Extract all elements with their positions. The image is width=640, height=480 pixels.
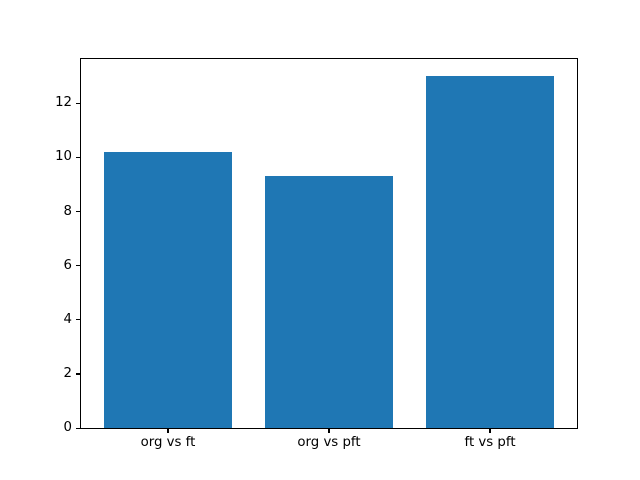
x-tick-mark xyxy=(328,429,330,434)
bar-org-vs-pft xyxy=(264,176,394,429)
y-tick-mark xyxy=(76,265,80,267)
x-tick-mark xyxy=(489,429,491,434)
plot-area: org vs ft org vs pft ft vs pft 0 2 4 6 8 10 12 xyxy=(55,57,578,450)
x-tick-label: org vs pft xyxy=(297,435,361,451)
y-tick-label: 12 xyxy=(55,95,72,111)
y-tick-mark xyxy=(76,210,80,213)
y-tick-label: 2 xyxy=(63,366,72,382)
y-tick-label: 8 xyxy=(63,203,72,219)
x-tick-label: org vs ft xyxy=(140,435,196,451)
y-tick-label: 4 xyxy=(63,311,72,327)
y-tick-label: 6 xyxy=(63,257,72,273)
y-tick-mark xyxy=(76,156,80,158)
bar-org-vs-ft xyxy=(103,152,233,429)
y-tick-mark xyxy=(76,102,80,104)
y-tick-mark xyxy=(76,319,80,321)
x-tick-mark xyxy=(167,429,169,434)
y-tick-label: 0 xyxy=(63,420,72,436)
y-tick-label: 10 xyxy=(55,149,72,165)
y-tick-mark xyxy=(76,373,80,375)
x-tick-label: ft vs pft xyxy=(464,435,516,451)
bar-ft-vs-pft xyxy=(425,76,555,429)
y-tick-mark xyxy=(76,427,80,429)
